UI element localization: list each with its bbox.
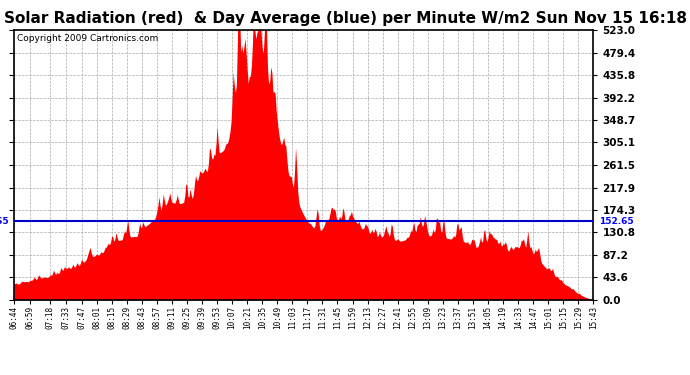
Text: 152.65: 152.65 — [599, 217, 633, 226]
Text: Copyright 2009 Cartronics.com: Copyright 2009 Cartronics.com — [17, 34, 158, 43]
Text: 152.65: 152.65 — [0, 217, 8, 226]
Text: Solar Radiation (red)  & Day Average (blue) per Minute W/m2 Sun Nov 15 16:18: Solar Radiation (red) & Day Average (blu… — [3, 11, 687, 26]
